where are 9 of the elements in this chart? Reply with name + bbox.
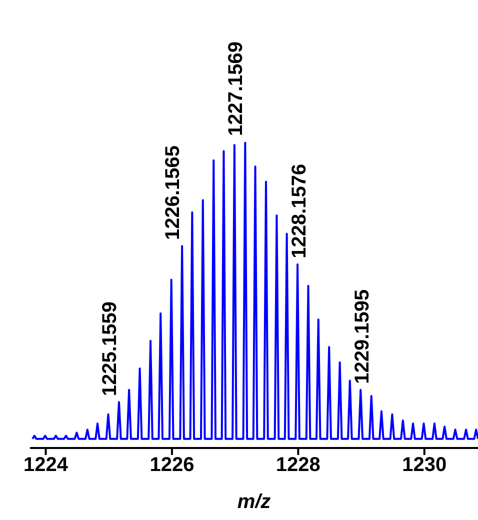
x-tick-label: 1226	[150, 454, 194, 476]
x-tick-label: 1224	[24, 454, 69, 476]
x-tick-label: 1228	[276, 454, 320, 476]
annotation: 1226.1565	[162, 145, 184, 240]
annotation: 1228.1576	[288, 164, 310, 258]
annotation: 1227.1569	[225, 41, 248, 136]
annotation: 1225.1559	[98, 302, 121, 396]
annotation: 1229.1595	[351, 289, 374, 384]
x-tick-label: 1230	[402, 454, 447, 476]
